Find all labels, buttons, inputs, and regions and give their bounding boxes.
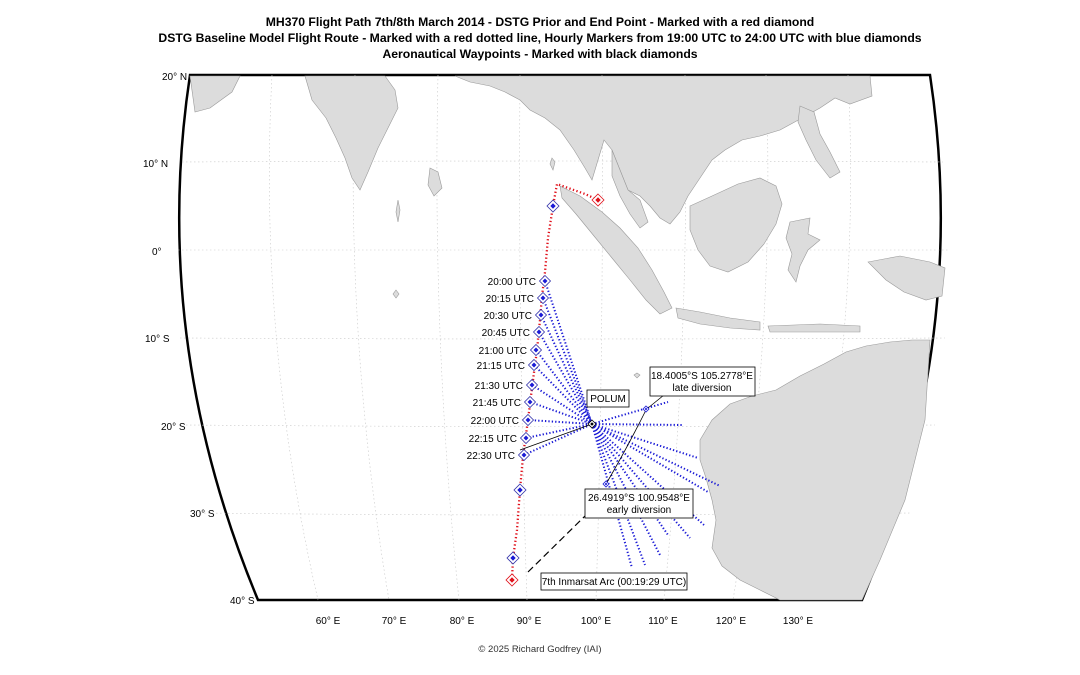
lon-label-110e: 110° E (648, 616, 678, 627)
arc-label-box: 7th Inmarsat Arc (00:19:29 UTC) (540, 572, 688, 591)
early-diversion-point (602, 480, 610, 488)
title-line-2: DSTG Baseline Model Flight Route - Marke… (158, 31, 922, 45)
philippines (797, 105, 841, 179)
polum-waypoint-diamond (587, 419, 597, 429)
copyright-notice: © 2025 Richard Godfrey (IAI) (478, 644, 602, 655)
utc-label: 21:15 UTC (477, 361, 525, 372)
late-diversion-text: late diversion (673, 383, 732, 394)
title-line-3: Aeronautical Waypoints - Marked with bla… (382, 47, 698, 61)
diversion-track (591, 423, 661, 556)
land-masses (189, 75, 946, 601)
diversion-track (542, 297, 593, 425)
arabia (189, 75, 241, 113)
diversion-track (591, 423, 633, 569)
late-diversion-box: 18.4005°S 105.2778°E late diversion (649, 366, 756, 397)
early-diversion-text: early diversion (607, 505, 671, 516)
diversion-track (533, 364, 593, 425)
late-diversion-coords: 18.4005°S 105.2778°E (651, 371, 753, 382)
borneo (689, 177, 783, 273)
utc-marker-diamond (523, 395, 537, 409)
lon-label-80e: 80° E (450, 616, 475, 627)
title-line-1: MH370 Flight Path 7th/8th March 2014 - D… (265, 15, 815, 29)
utc-marker-diamond (525, 378, 539, 392)
andaman (549, 157, 556, 171)
lat-label-10n: 10° N (143, 159, 168, 170)
lon-label-70e: 70° E (382, 616, 407, 627)
prior-point-diamond (591, 193, 605, 207)
sri-lanka (427, 167, 443, 197)
utc-marker-diamond (517, 448, 531, 462)
sumatra (559, 185, 673, 315)
hourly-marker-diamond (546, 199, 560, 213)
lat-label-20n: 20° N (162, 72, 187, 83)
end-point-diamond (505, 573, 519, 587)
utc-marker-diamond (534, 308, 548, 322)
utc-label: 20:45 UTC (482, 328, 530, 339)
malay-peninsula (611, 149, 649, 229)
polum-waypoint-label: POLUM (586, 389, 630, 408)
new-guinea (867, 255, 946, 301)
utc-marker-diamond (521, 413, 535, 427)
utc-label: 22:30 UTC (467, 451, 515, 462)
lon-label-60e: 60° E (316, 616, 341, 627)
utc-label: 20:00 UTC (488, 277, 536, 288)
diversion-track (591, 423, 691, 539)
hourly-marker-diamond (513, 483, 527, 497)
longitude-labels: 60° E 70° E 80° E 90° E 100° E 110° E 12… (316, 616, 814, 627)
utc-label: 21:30 UTC (475, 381, 523, 392)
chagos (392, 289, 400, 299)
diversion-track (544, 280, 593, 425)
hourly-marker-diamond (506, 551, 520, 565)
utc-label: 22:00 UTC (471, 416, 519, 427)
utc-marker-diamond (538, 274, 552, 288)
diamond-markers (505, 193, 650, 587)
arc-label: 7th Inmarsat Arc (00:19:29 UTC) (542, 577, 687, 588)
map-title: MH370 Flight Path 7th/8th March 2014 - D… (0, 14, 1080, 62)
utc-label: 21:45 UTC (473, 398, 521, 409)
diversion-track (529, 401, 593, 425)
india (304, 75, 399, 191)
utc-marker-diamond (532, 325, 546, 339)
lon-label-100e: 100° E (581, 616, 611, 627)
lat-label-10s: 10° S (145, 334, 170, 345)
early-diversion-coords: 26.4919°S 100.9548°E (588, 493, 690, 504)
latitude-labels: 20° N 10° N 0° 10° S 20° S 30° S 40° S (143, 72, 255, 607)
utc-labels: 20:00 UTC 20:15 UTC 20:30 UTC 20:45 UTC 21:0… (467, 277, 536, 462)
diversion-track (523, 423, 593, 456)
late-diversion-point (642, 405, 650, 413)
diversion-track (591, 423, 705, 526)
utc-label: 20:30 UTC (484, 311, 532, 322)
australia (699, 339, 931, 601)
utc-marker-diamond (527, 358, 541, 372)
utc-label: 20:15 UTC (486, 294, 534, 305)
diversion-track (525, 423, 593, 439)
sulawesi (785, 217, 821, 283)
utc-marker-diamond (529, 343, 543, 357)
diversion-track (527, 419, 593, 425)
utc-marker-diamond (536, 291, 550, 305)
utc-label: 22:15 UTC (469, 434, 517, 445)
lon-label-90e: 90° E (517, 616, 542, 627)
diversion-track (591, 423, 699, 459)
diversion-track (538, 331, 593, 425)
diversion-fans (523, 280, 721, 569)
lat-label-0: 0° (152, 247, 162, 258)
cocos-island (633, 372, 641, 379)
lon-label-130e: 130° E (783, 616, 813, 627)
inmarsat-arc (527, 515, 586, 573)
diversion-track (591, 423, 683, 426)
sunda-islands (767, 323, 861, 333)
lat-label-30s: 30° S (190, 509, 215, 520)
java (675, 307, 761, 331)
lon-label-120e: 120° E (716, 616, 746, 627)
lat-label-40s: 40° S (230, 596, 255, 607)
maldives (395, 199, 401, 223)
lat-label-20s: 20° S (161, 422, 186, 433)
utc-marker-diamond (519, 431, 533, 445)
polum-label: POLUM (590, 394, 626, 405)
early-diversion-box: 26.4919°S 100.9548°E early diversion (584, 488, 694, 519)
utc-label: 21:00 UTC (479, 346, 527, 357)
